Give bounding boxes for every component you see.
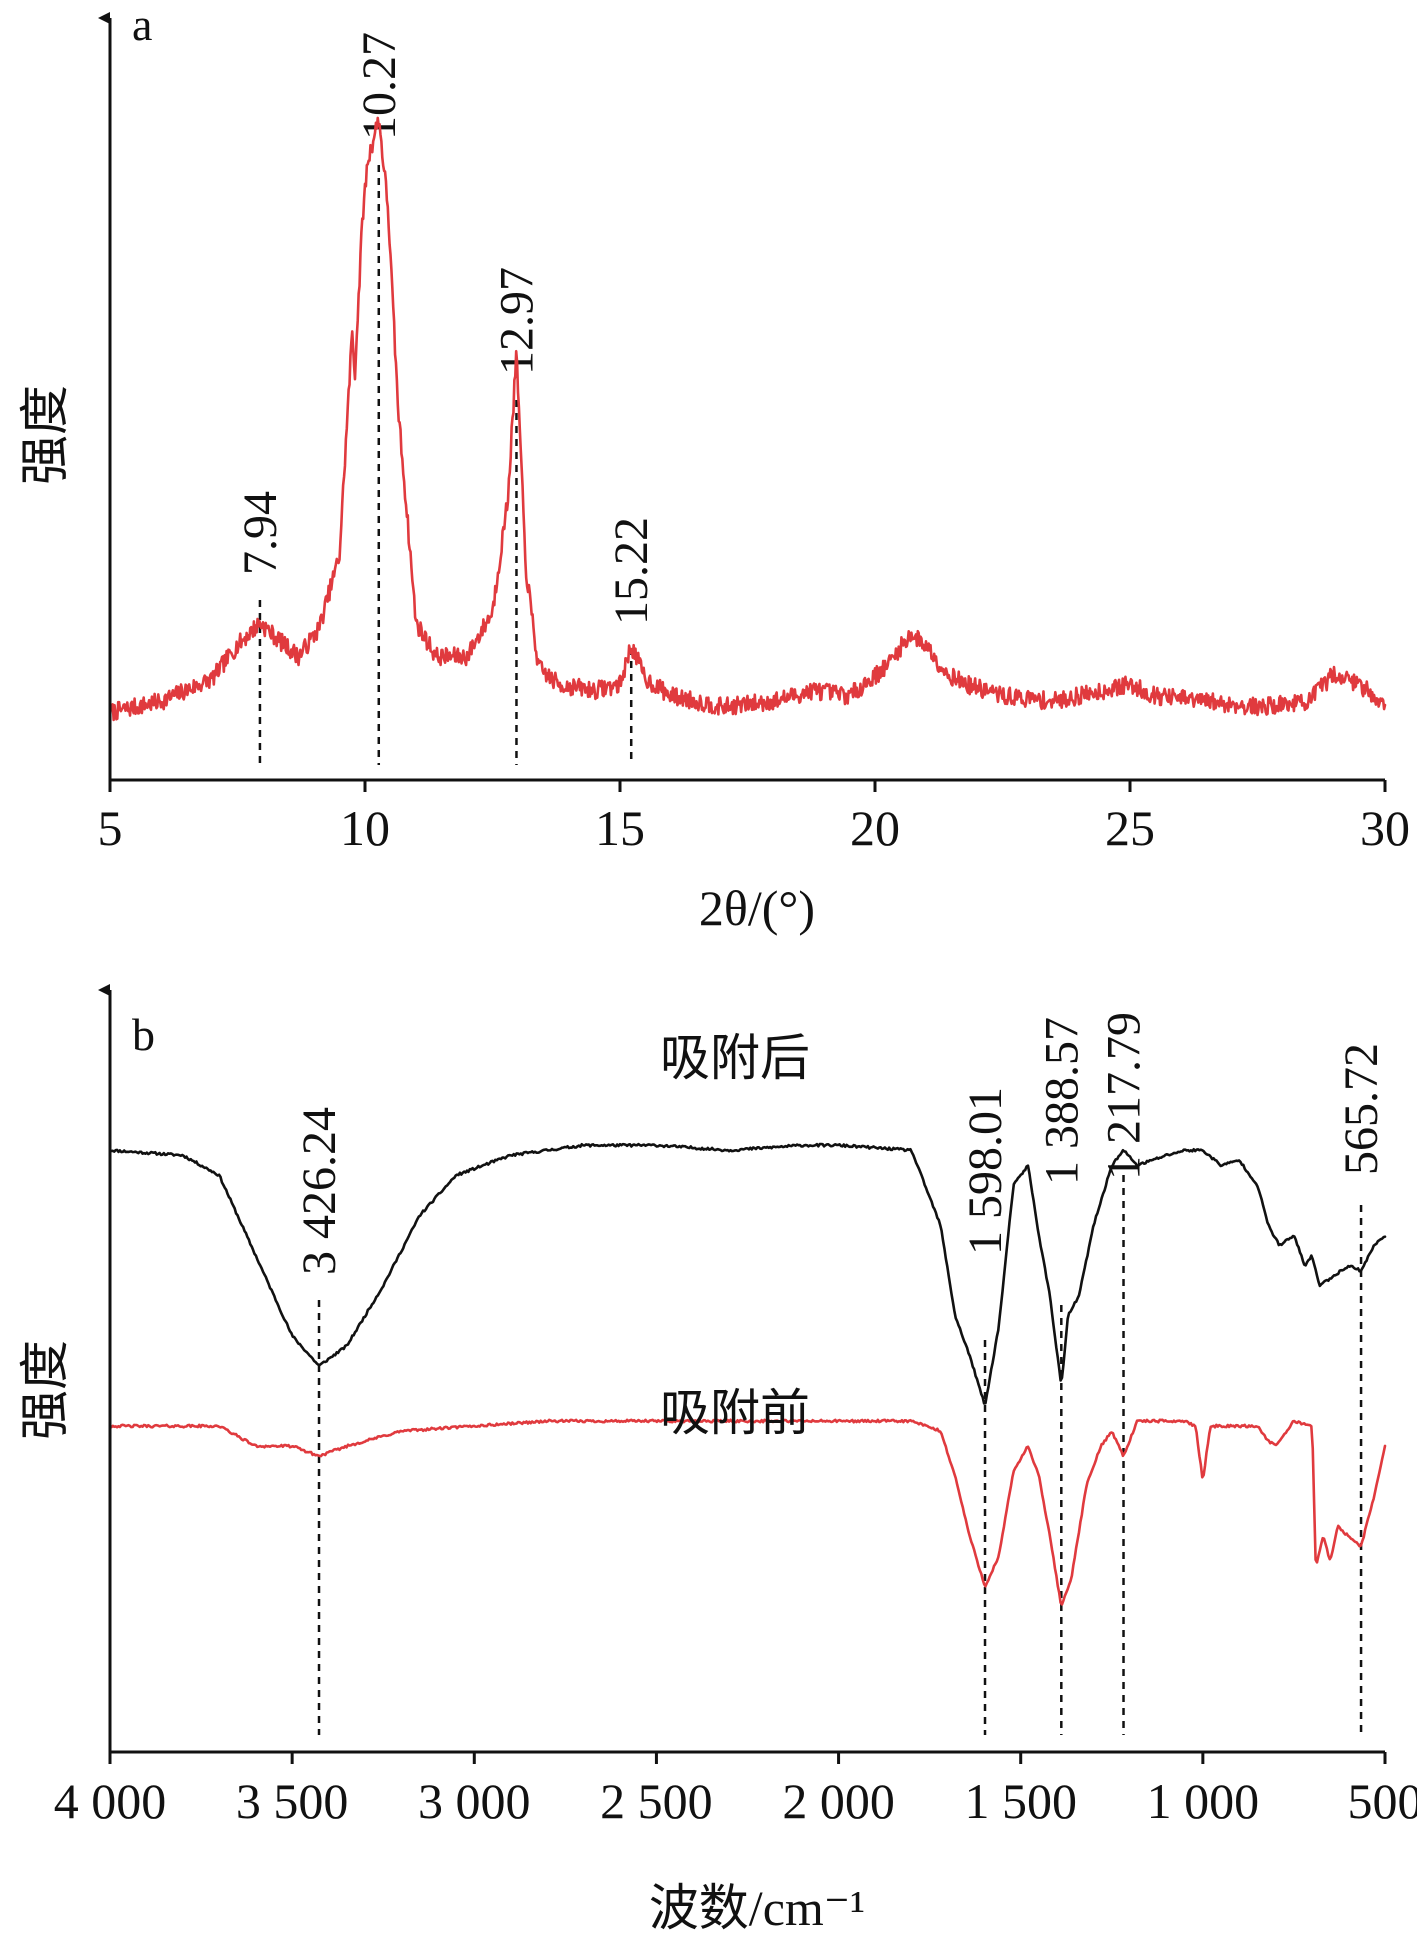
peak-label: 15.22 — [605, 517, 658, 625]
panel-a-label: a — [132, 0, 152, 50]
panel-b-ftir-chart: b 强度 波数/cm⁻¹ 3 426.24 1 598.01 1 388.57 1 2… — [17, 984, 1417, 1936]
panel-b-x-axis-label: 波数/cm⁻¹ — [649, 1880, 865, 1936]
x-tick-label: 30 — [1360, 800, 1410, 856]
panel-b-y-axis-label: 强度 — [17, 1340, 73, 1440]
x-tick-label: 2 000 — [782, 1773, 895, 1829]
peak-label: 1 598.01 — [959, 1087, 1012, 1255]
series-line-xrd — [108, 116, 1387, 722]
x-tick-label: 5 — [98, 800, 123, 856]
panel-b-label: b — [132, 1009, 155, 1060]
x-tick-label: 3 500 — [236, 1773, 349, 1829]
series-name-label: 吸附前 — [660, 1385, 810, 1441]
x-tick-label: 1 500 — [964, 1773, 1077, 1829]
panel-a-x-axis-label: 2θ/(°) — [699, 880, 815, 936]
x-tick-label: 20 — [850, 800, 900, 856]
peak-label: 3 426.24 — [293, 1107, 346, 1275]
peak-label: 7.94 — [234, 491, 287, 575]
peak-label: 565.72 — [1335, 1043, 1388, 1175]
peak-label: 1 217.79 — [1098, 1012, 1151, 1180]
x-tick-label: 4 000 — [54, 1773, 167, 1829]
x-tick-label: 500 — [1348, 1773, 1417, 1829]
peak-label: 1 388.57 — [1035, 1017, 1088, 1185]
x-tick-label: 25 — [1105, 800, 1155, 856]
x-tick-label: 10 — [340, 800, 390, 856]
x-tick-label: 3 000 — [418, 1773, 531, 1829]
series-line-吸附后 — [108, 1142, 1387, 1405]
x-tick-label: 2 500 — [600, 1773, 713, 1829]
series-name-label: 吸附后 — [660, 1030, 810, 1086]
panel-a-y-axis-label: 强度 — [17, 385, 73, 485]
x-tick-label: 1 000 — [1147, 1773, 1260, 1829]
series-line-吸附前 — [108, 1418, 1387, 1606]
x-tick-label: 15 — [595, 800, 645, 856]
